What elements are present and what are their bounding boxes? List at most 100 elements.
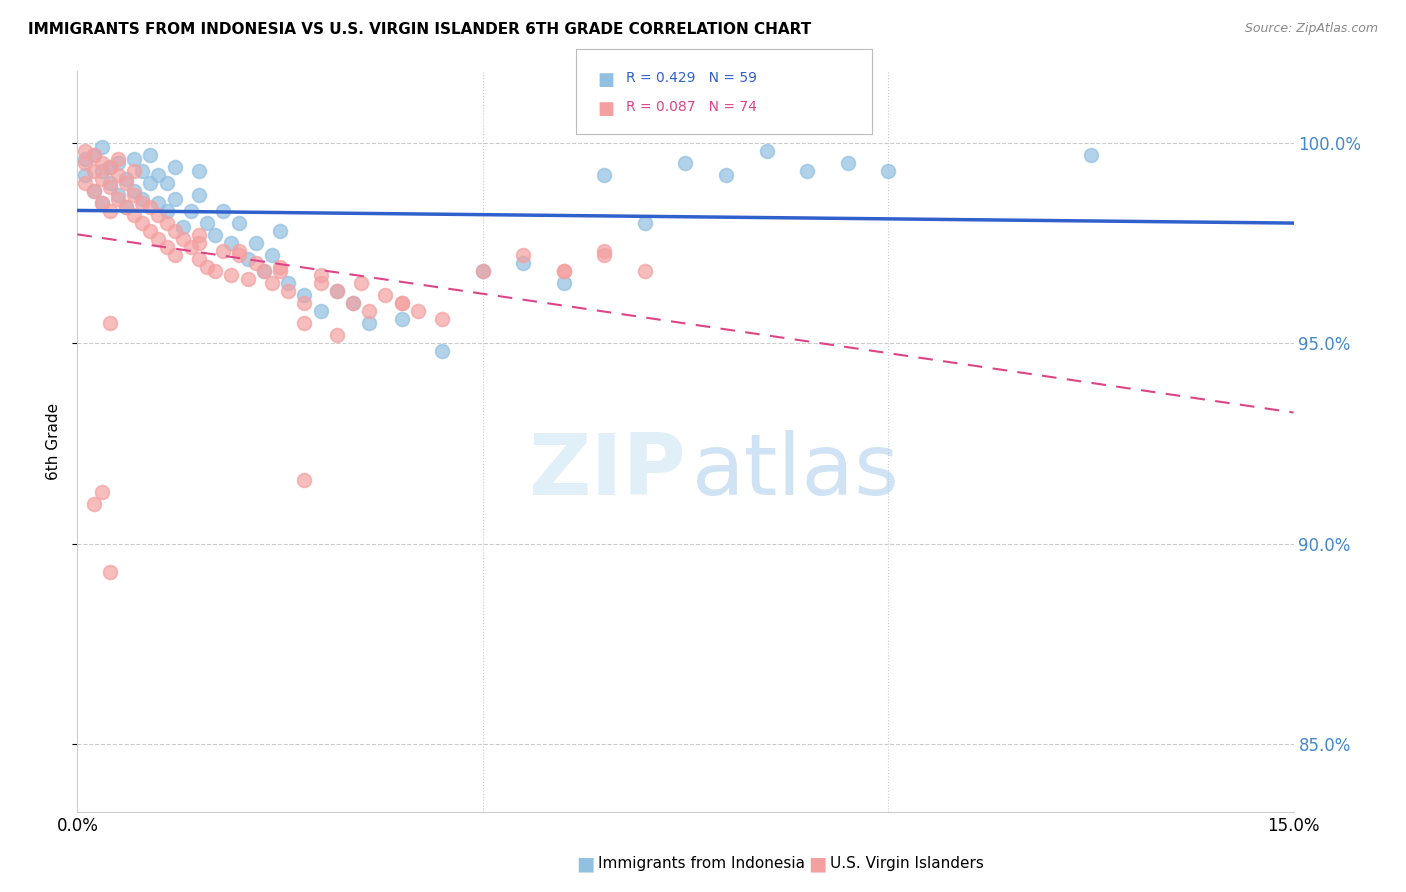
- Point: [75, 177, 97, 191]
- Text: ■: ■: [808, 854, 827, 873]
- Point: [277, 277, 299, 291]
- Point: [131, 164, 153, 178]
- Point: [1080, 148, 1102, 162]
- Point: [292, 473, 315, 487]
- Text: ■: ■: [576, 854, 595, 873]
- Point: [163, 224, 186, 238]
- Point: [228, 244, 250, 259]
- Point: [309, 268, 332, 283]
- Point: [83, 148, 105, 162]
- Point: [122, 185, 145, 199]
- Point: [115, 201, 138, 215]
- Point: [553, 264, 575, 278]
- Point: [107, 153, 129, 167]
- Point: [277, 285, 299, 299]
- Point: [163, 161, 186, 175]
- Point: [342, 296, 364, 310]
- Point: [374, 288, 396, 302]
- Point: [139, 201, 162, 215]
- Point: [98, 565, 121, 579]
- Point: [309, 277, 332, 291]
- Point: [131, 196, 153, 211]
- Point: [180, 240, 202, 254]
- Point: [172, 232, 194, 246]
- Point: [245, 256, 267, 270]
- Point: [269, 260, 291, 275]
- Point: [188, 236, 211, 251]
- Text: ZIP: ZIP: [527, 430, 686, 513]
- Point: [172, 220, 194, 235]
- Point: [221, 268, 243, 283]
- Text: IMMIGRANTS FROM INDONESIA VS U.S. VIRGIN ISLANDER 6TH GRADE CORRELATION CHART: IMMIGRANTS FROM INDONESIA VS U.S. VIRGIN…: [28, 22, 811, 37]
- Point: [755, 145, 778, 159]
- Point: [430, 344, 453, 359]
- Text: ■: ■: [598, 100, 614, 118]
- Point: [90, 164, 112, 178]
- Text: atlas: atlas: [692, 430, 900, 513]
- Point: [292, 317, 315, 331]
- Point: [359, 304, 381, 318]
- Point: [204, 264, 226, 278]
- Point: [90, 484, 112, 499]
- Point: [148, 196, 170, 211]
- Point: [212, 204, 235, 219]
- Point: [877, 164, 900, 178]
- Point: [188, 228, 211, 243]
- Point: [553, 264, 575, 278]
- Point: [342, 296, 364, 310]
- Point: [75, 145, 97, 159]
- Point: [122, 209, 145, 223]
- Point: [236, 272, 259, 286]
- Point: [139, 224, 162, 238]
- Point: [155, 204, 177, 219]
- Point: [139, 177, 162, 191]
- Point: [98, 161, 121, 175]
- Point: [131, 193, 153, 207]
- Point: [593, 169, 616, 183]
- Point: [122, 164, 145, 178]
- Point: [98, 177, 121, 191]
- Point: [98, 204, 121, 219]
- Point: [90, 196, 112, 211]
- Text: R = 0.429   N = 59: R = 0.429 N = 59: [626, 71, 756, 86]
- Point: [163, 248, 186, 262]
- Point: [553, 277, 575, 291]
- Point: [148, 232, 170, 246]
- Point: [115, 172, 138, 186]
- Point: [391, 312, 413, 326]
- Point: [155, 216, 177, 230]
- Point: [90, 196, 112, 211]
- Point: [796, 164, 818, 178]
- Point: [837, 156, 859, 170]
- Point: [131, 216, 153, 230]
- Point: [75, 153, 97, 167]
- Point: [139, 148, 162, 162]
- Point: [155, 177, 177, 191]
- Point: [107, 156, 129, 170]
- Point: [236, 252, 259, 267]
- Text: Source: ZipAtlas.com: Source: ZipAtlas.com: [1244, 22, 1378, 36]
- Point: [195, 260, 218, 275]
- Point: [260, 248, 283, 262]
- Point: [122, 188, 145, 202]
- Point: [107, 188, 129, 202]
- Point: [83, 185, 105, 199]
- Point: [180, 204, 202, 219]
- Point: [188, 188, 211, 202]
- Point: [309, 304, 332, 318]
- Point: [107, 169, 129, 183]
- Point: [292, 296, 315, 310]
- Point: [148, 169, 170, 183]
- Point: [253, 264, 276, 278]
- Point: [188, 164, 211, 178]
- Point: [430, 312, 453, 326]
- Point: [634, 216, 657, 230]
- Point: [512, 248, 534, 262]
- Point: [593, 244, 616, 259]
- Point: [98, 161, 121, 175]
- Point: [155, 240, 177, 254]
- Point: [326, 285, 349, 299]
- Point: [634, 264, 657, 278]
- Point: [350, 277, 373, 291]
- Point: [83, 164, 105, 178]
